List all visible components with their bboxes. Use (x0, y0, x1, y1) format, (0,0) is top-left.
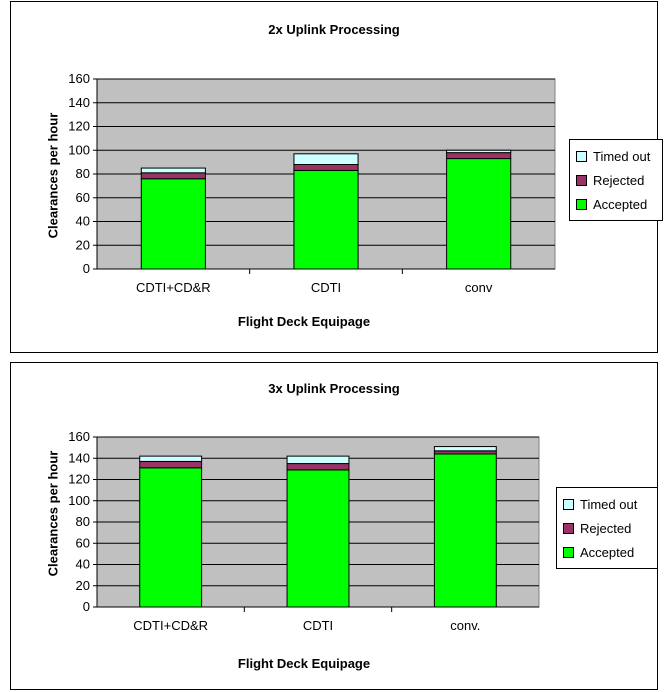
y-tick-label: 100 (68, 142, 90, 157)
legend-label: Rejected (580, 520, 632, 536)
legend-label: Rejected (593, 172, 645, 188)
bar-rejected (139, 460, 203, 469)
legend-label: Accepted (580, 544, 635, 560)
y-tick-label: 60 (76, 190, 90, 205)
accepted-swatch (576, 198, 587, 210)
chart-3x-uplink: 3x Uplink Processing Clearances per hour… (10, 362, 658, 690)
y-tick-label: 120 (68, 472, 90, 487)
y-tick-label: 140 (68, 95, 90, 110)
bar-accepted (139, 467, 203, 608)
y-tick-label: 0 (83, 599, 90, 614)
rejected-swatch (563, 522, 574, 534)
bar-accepted (140, 178, 206, 270)
bar-timed-out (293, 153, 359, 165)
legend-item-rejected: Rejected (563, 516, 651, 540)
x-tick-label: CDTI+CD&R (136, 280, 211, 295)
x-tick-label: conv. (450, 618, 480, 633)
bar-accepted (286, 469, 350, 608)
chart-plot: 0 20 40 60 80 100 120 140 160 CDTI+CD&R CDTI conv (68, 71, 556, 295)
y-tick-label: 20 (76, 237, 90, 252)
y-tick-label: 140 (68, 450, 90, 465)
bar-timed-out (139, 455, 203, 462)
bar-rejected (293, 164, 359, 171)
x-axis-title: Flight Deck Equipage (237, 656, 371, 671)
x-axis-title: Flight Deck Equipage (237, 314, 371, 329)
bar-accepted (293, 169, 359, 270)
y-tick-label: 40 (76, 214, 90, 229)
bar-rejected (140, 172, 206, 180)
y-tick-label: 40 (76, 557, 90, 572)
x-tick-label: CDTI+CD&R (133, 618, 208, 633)
y-tick-label: 20 (76, 578, 90, 593)
chart-title: 3x Uplink Processing (268, 381, 400, 396)
legend-label: Timed out (580, 496, 638, 512)
legend-item-timed-out: Timed out (563, 492, 651, 516)
y-tick-label: 120 (68, 119, 90, 134)
rejected-swatch (576, 174, 587, 186)
y-tick-label: 100 (68, 493, 90, 508)
bar-accepted (446, 158, 512, 270)
legend-label: Timed out (593, 148, 651, 164)
bar-rejected (446, 152, 512, 160)
y-tick-label: 80 (76, 514, 90, 529)
legend: Timed out Rejected Accepted (569, 139, 663, 221)
legend-label: Accepted (593, 196, 648, 212)
bar-timed-out (286, 455, 350, 465)
y-tick-label: 160 (68, 429, 90, 444)
bar-timed-out (140, 167, 206, 174)
legend-item-rejected: Rejected (576, 168, 656, 192)
bar-accepted (433, 453, 497, 608)
x-tick-label: conv (465, 280, 493, 295)
y-tick-label: 60 (76, 535, 90, 550)
chart-plot: 0 20 40 60 80 100 120 140 160 CDTI+CD&R CDTI conv. (68, 429, 540, 633)
x-tick-label: CDTI (303, 618, 333, 633)
x-tick-label: CDTI (311, 280, 341, 295)
y-tick-label: 0 (83, 261, 90, 276)
legend: Timed out Rejected Accepted (556, 487, 658, 569)
bar-timed-out (433, 446, 497, 452)
chart-2x-uplink: 2x Uplink Processing Clearances per hour… (10, 1, 663, 353)
timed-out-swatch (576, 150, 587, 162)
legend-item-timed-out: Timed out (576, 144, 656, 168)
y-tick-label: 80 (76, 166, 90, 181)
legend-item-accepted: Accepted (563, 540, 651, 564)
bar-timed-out (446, 149, 512, 154)
accepted-swatch (563, 546, 574, 558)
bar-rejected (286, 463, 350, 471)
chart-title: 2x Uplink Processing (268, 22, 400, 37)
y-tick-label: 160 (68, 71, 90, 86)
timed-out-swatch (563, 498, 574, 510)
legend-item-accepted: Accepted (576, 192, 656, 216)
